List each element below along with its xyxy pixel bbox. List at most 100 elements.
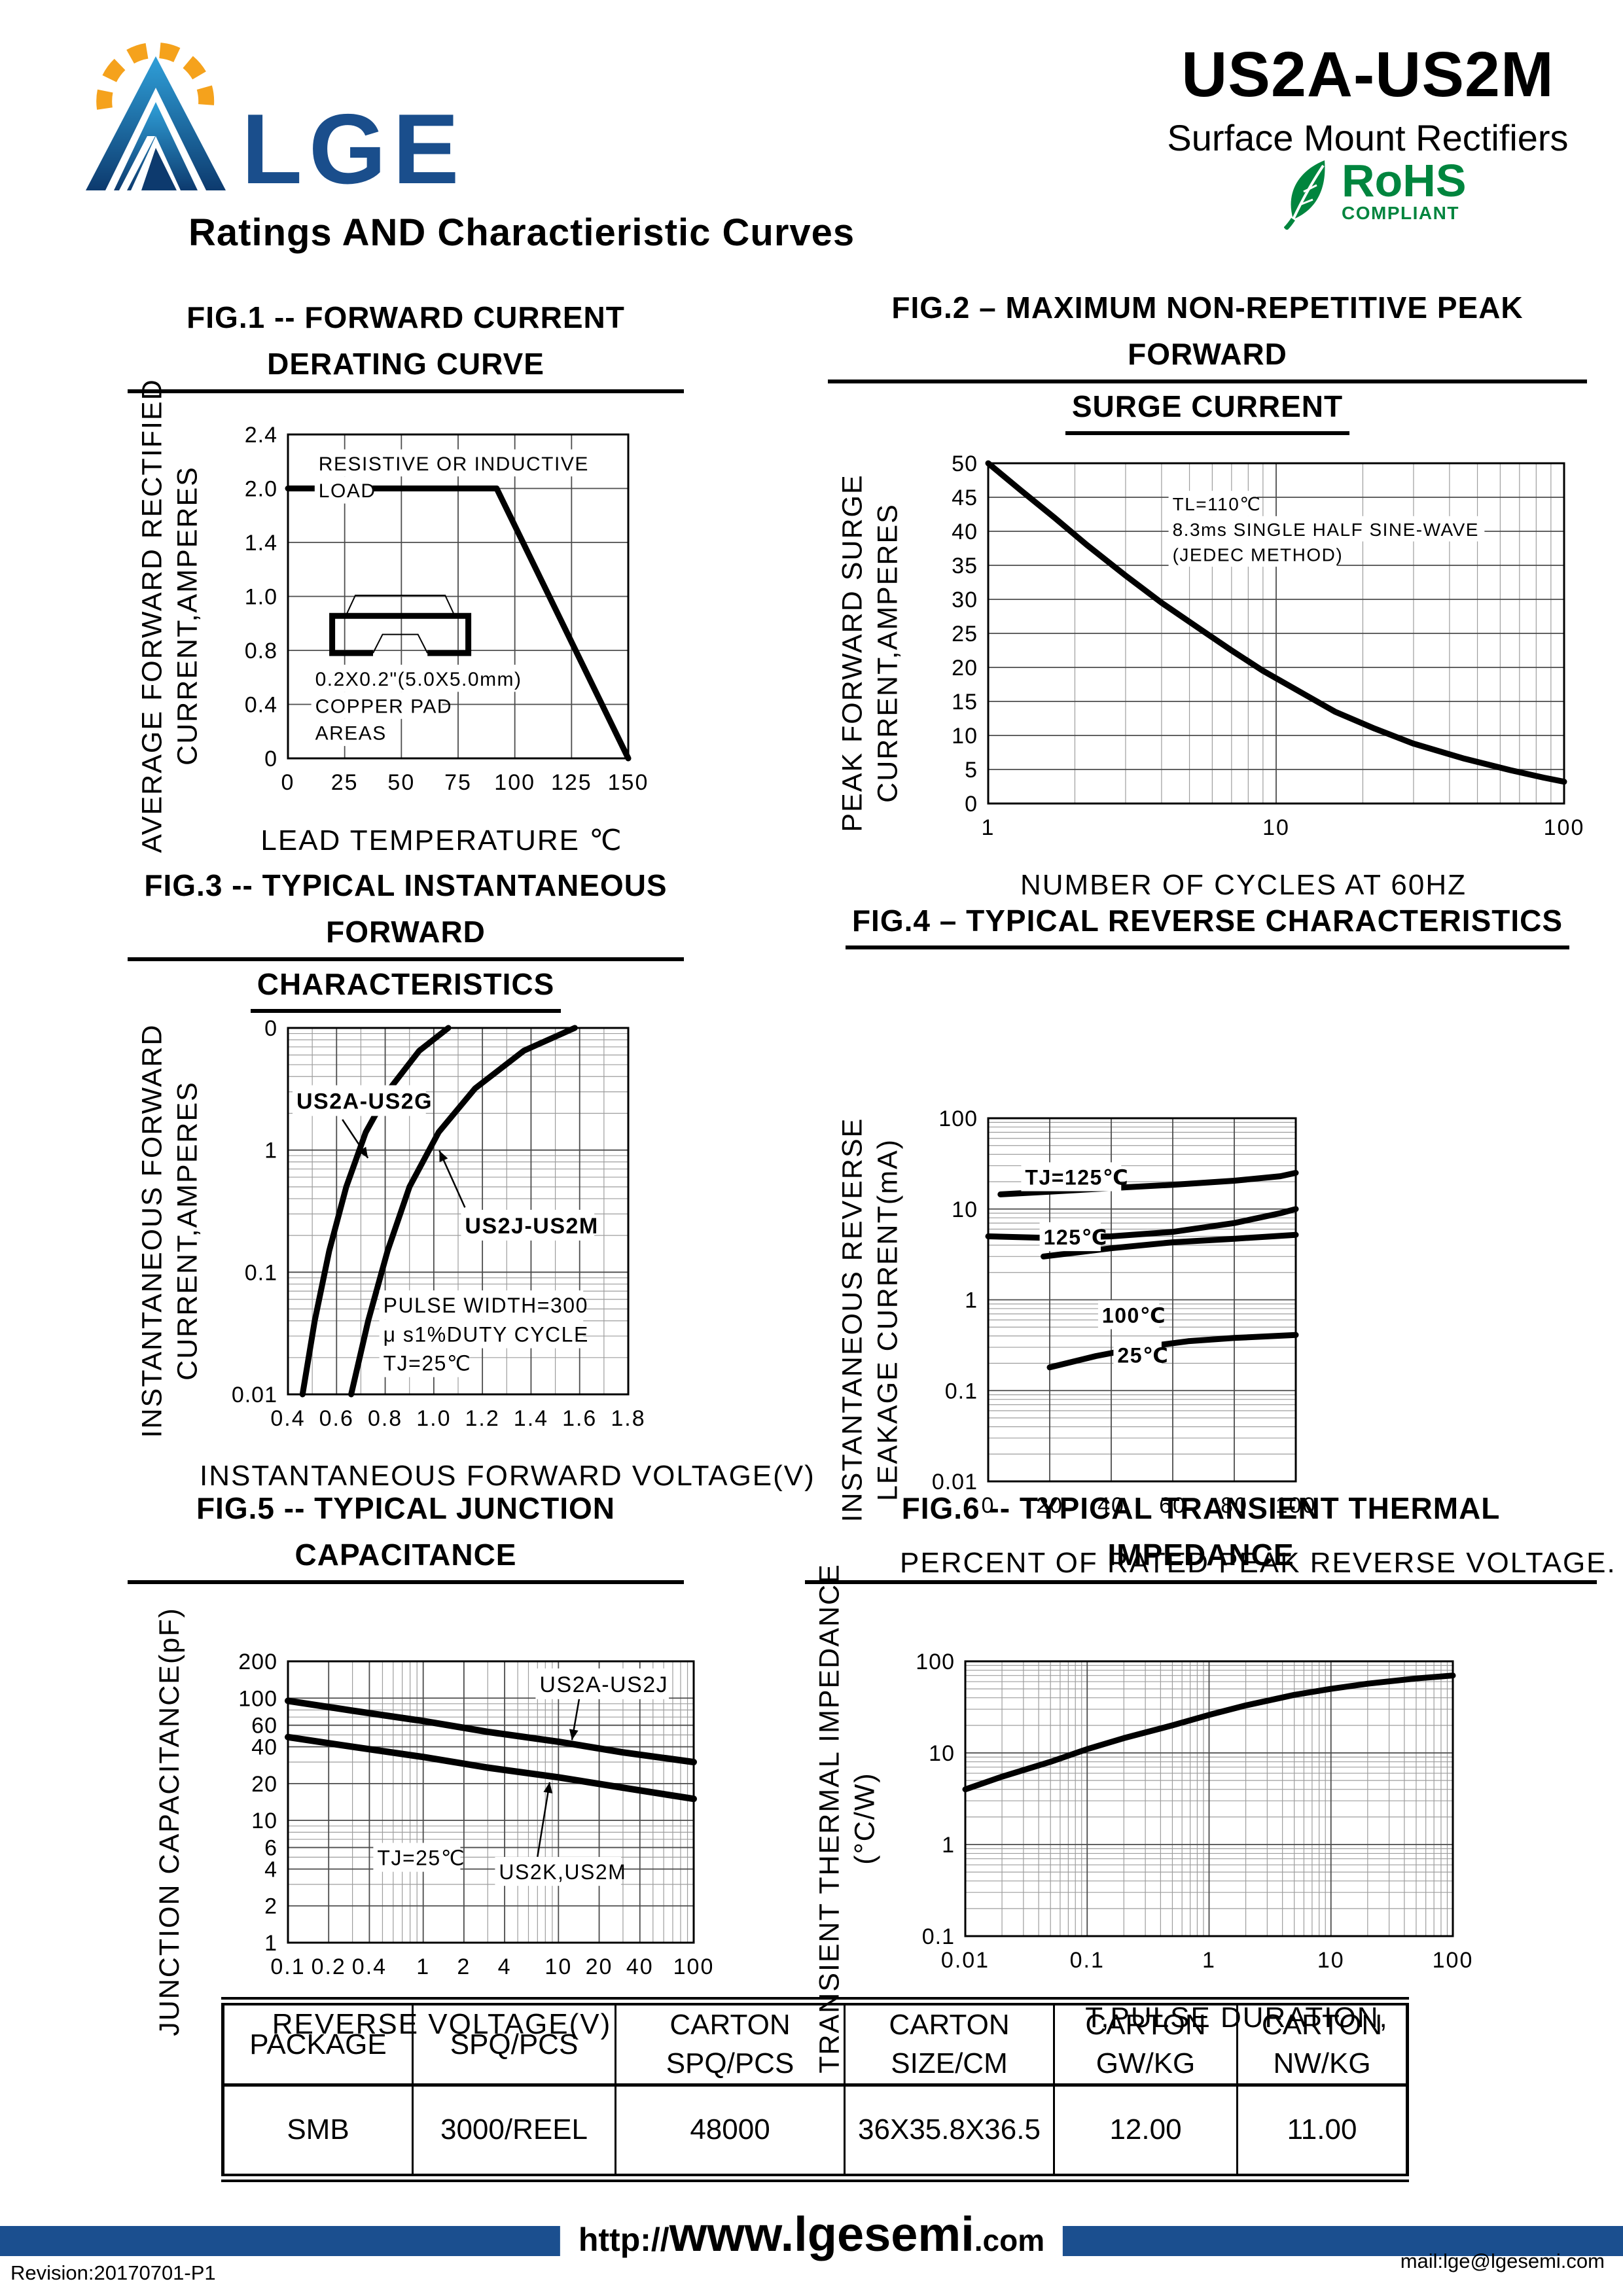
figure-2-title: FIG.2 – MAXIMUM NON-REPETITIVE PEAK FORW… — [828, 285, 1587, 435]
svg-text:0: 0 — [965, 792, 978, 817]
svg-text:10: 10 — [251, 1809, 277, 1833]
footer-url-suffix: .com — [974, 2223, 1045, 2257]
packing-table-cell: 3000/REEL — [412, 2085, 616, 2178]
svg-text:100: 100 — [238, 1686, 277, 1711]
annotation: RESISTIVE OR INDUCTIVE LOAD — [314, 449, 592, 504]
svg-text:50: 50 — [952, 451, 978, 476]
packing-table-header-cell: PACKAGE — [222, 2001, 414, 2087]
svg-text:2: 2 — [457, 1954, 471, 1979]
figure-6-title: FIG.6 -- TYPICAL TRANSIENT THERMAL IMPED… — [805, 1485, 1597, 1584]
svg-text:0.2: 0.2 — [312, 1954, 346, 1979]
figure-4-x-axis-label: PERCENT OF RATED PEAK REVERSE VOLTAGE. (… — [900, 1547, 1623, 1580]
svg-text:0.4: 0.4 — [245, 692, 277, 717]
series-US2K-US2M — [285, 1733, 697, 1802]
rohs-leaf-icon — [1284, 160, 1325, 230]
tick-labels: 1 10 100 0 5 10 15 20 25 30 35 40 45 50 — [952, 451, 1582, 840]
annotation: TJ=125℃ — [1021, 1162, 1128, 1192]
svg-text:20: 20 — [952, 656, 978, 680]
svg-text:2.4: 2.4 — [245, 423, 277, 448]
figure-2: FIG.2 – MAXIMUM NON-REPETITIVE PEAK FORW… — [828, 285, 1587, 902]
svg-text:2: 2 — [264, 1894, 277, 1918]
packing-table-cell: 12.00 — [1053, 2085, 1238, 2178]
svg-text:0.1: 0.1 — [270, 1954, 305, 1979]
svg-text:100: 100 — [1275, 1493, 1314, 1518]
svg-text:15: 15 — [952, 690, 978, 715]
packing-table-header-cell: CARTON NW/KG — [1236, 2001, 1408, 2087]
figure-1: FIG.1 -- FORWARD CURRENT DERATING CURVE … — [128, 294, 684, 857]
footer-url: http://www.lgesemi.com — [560, 2206, 1063, 2262]
svg-text:μ s1%DUTY CYCLE: μ s1%DUTY CYCLE — [383, 1322, 589, 1346]
series-surge-current — [985, 460, 1567, 785]
plot-border — [964, 1660, 1454, 1937]
packing-table-cell: 48000 — [615, 2085, 846, 2178]
svg-text:100: 100 — [1544, 815, 1582, 840]
svg-text:200: 200 — [238, 1650, 277, 1674]
page-heading: Ratings AND Charactieristic Curves — [188, 211, 855, 254]
packing-table-header-cell: CARTON SPQ/PCS — [615, 2001, 846, 2087]
svg-text:4: 4 — [264, 1857, 277, 1882]
svg-text:2.0: 2.0 — [245, 476, 277, 501]
svg-text:20: 20 — [251, 1771, 277, 1796]
figure-2-chart: TL=110℃ 8.3ms SINGLE HALF SINE-WAVE (JEDEC… — [952, 451, 1582, 840]
figure-4-title: FIG.4 – TYPICAL REVERSE CHARACTERISTICS — [828, 898, 1587, 950]
packing-table-cell: 36X35.8X36.5 — [844, 2085, 1055, 2178]
packing-table: PACKAGE SPQ/PCS CARTON SPQ/PCS CARTON SIZE/CM… — [221, 1997, 1409, 2182]
svg-text:0.8: 0.8 — [245, 639, 277, 663]
annotation: US2A-US2J — [535, 1668, 669, 1740]
svg-text:TJ=25℃: TJ=25℃ — [377, 1846, 465, 1869]
annotation: TJ=25℃ — [373, 1843, 465, 1872]
tick-labels: 0 20 40 60 80 100 100 10 1 0.1 0.01 — [932, 1106, 1314, 1518]
svg-text:40: 40 — [626, 1954, 654, 1979]
svg-text:0: 0 — [281, 770, 295, 795]
svg-text:0.01: 0.01 — [932, 1470, 978, 1494]
packing-table-cell: SMB — [222, 2085, 414, 2178]
svg-text:1: 1 — [264, 1139, 277, 1163]
series-US2A-US2J — [285, 1697, 697, 1765]
svg-text:COPPER PAD: COPPER PAD — [315, 696, 452, 717]
svg-text:0.1: 0.1 — [1070, 1948, 1105, 1973]
rohs-badge: RoHS COMPLIANT — [1284, 155, 1467, 230]
svg-text:125℃: 125℃ — [1044, 1226, 1108, 1249]
lge-logo-mark-icon — [86, 42, 226, 190]
brand-text: LGE — [241, 93, 466, 205]
series-TJ-125C-upper — [997, 1170, 1299, 1198]
figure-3-chart: US2A-US2G US2J-US2M PULSE WIDTH=300 μ s1%DU… — [232, 1016, 645, 1431]
svg-text:0: 0 — [264, 747, 277, 771]
svg-text:1.0: 1.0 — [245, 584, 277, 609]
footer-url-domain: www.lgesemi — [669, 2207, 974, 2261]
packing-table-header-cell: SPQ/PCS — [412, 2001, 616, 2087]
major-gridlines — [965, 1661, 1453, 1936]
svg-text:1.8: 1.8 — [611, 1406, 645, 1431]
annotation: PULSE WIDTH=300 μ s1%DUTY CYCLE TJ=25℃ — [379, 1290, 589, 1377]
footer-revision: Revision:20170701-P1 — [10, 2261, 216, 2284]
plot-border — [987, 1117, 1297, 1483]
figure-2-x-axis-label: NUMBER OF CYCLES AT 60HZ — [1020, 868, 1467, 901]
svg-text:RESISTIVE OR INDUCTIVE: RESISTIVE OR INDUCTIVE — [319, 453, 589, 474]
svg-text:100: 100 — [494, 770, 535, 795]
packing-table-header-row: PACKAGE SPQ/PCS CARTON SPQ/PCS CARTON SIZE/CM… — [222, 2001, 1408, 2087]
svg-text:100℃: 100℃ — [1102, 1304, 1166, 1328]
svg-text:50: 50 — [387, 770, 415, 795]
annotation: US2K,US2M — [495, 1782, 626, 1886]
figure-3-title: FIG.3 -- TYPICAL INSTANTANEOUS FORWARD CH… — [128, 862, 684, 1013]
svg-text:5: 5 — [965, 758, 978, 783]
annotation: 125℃ — [1039, 1222, 1108, 1252]
annotation: US2J-US2M — [438, 1150, 597, 1241]
footer-url-prefix: http:// — [578, 2221, 669, 2258]
figure-6: FIG.6 -- TYPICAL TRANSIENT THERMAL IMPED… — [805, 1485, 1597, 2073]
svg-text:150: 150 — [608, 770, 647, 795]
annotation: 25℃ — [1113, 1340, 1168, 1369]
svg-text:1: 1 — [942, 1833, 955, 1858]
minor-gridlines — [288, 1661, 694, 1943]
svg-text:0.1: 0.1 — [245, 1260, 277, 1285]
svg-text:AREAS: AREAS — [315, 722, 387, 744]
svg-text:10: 10 — [952, 724, 978, 749]
series-thermal-impedance — [962, 1672, 1456, 1792]
annotation: TL=110℃ 8.3ms SINGLE HALF SINE-WAVE (JEDEC… — [1168, 491, 1485, 567]
svg-text:1.4: 1.4 — [514, 1406, 548, 1431]
rohs-title: RoHS — [1342, 155, 1467, 206]
svg-text:0.1: 0.1 — [945, 1379, 978, 1404]
